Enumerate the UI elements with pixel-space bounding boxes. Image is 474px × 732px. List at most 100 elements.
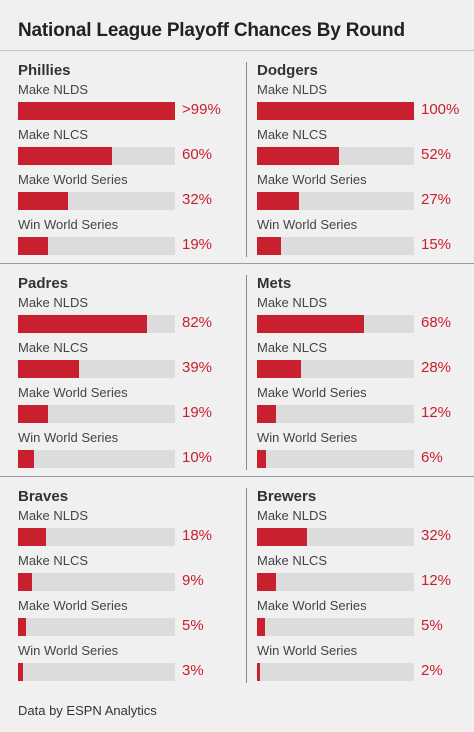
- bar-value-label: 27%: [421, 191, 452, 208]
- bar-track: [257, 315, 414, 333]
- round-label: Make NLCS: [18, 340, 89, 355]
- bar-track: [257, 147, 414, 165]
- bar-value-label: 32%: [421, 527, 452, 544]
- bar-dodgers-make-world-series: [257, 192, 299, 210]
- bar-dodgers-make-nlcs: [257, 147, 339, 165]
- team-name: Brewers: [257, 488, 317, 505]
- bar-phillies-win-world-series: [18, 237, 48, 255]
- team-name: Mets: [257, 275, 292, 292]
- bar-track: [257, 102, 414, 120]
- bar-value-label: 52%: [421, 146, 452, 163]
- bar-value-label: 68%: [421, 314, 452, 331]
- round-label: Make World Series: [18, 172, 128, 187]
- round-row-win-world-series: Win World Series 19%: [18, 217, 248, 262]
- panel-padres: Padres Make NLDS 82% Make NLCS 39% Make World…: [18, 275, 248, 475]
- bar-track: [18, 405, 175, 423]
- bar-track: [18, 192, 175, 210]
- bar-value-label: 15%: [421, 236, 452, 253]
- bar-track: [18, 528, 175, 546]
- panel-mets: Mets Make NLDS 68% Make NLCS 28% Make World S…: [257, 275, 474, 475]
- bar-value-label: 12%: [421, 404, 452, 421]
- bar-padres-make-nlds: [18, 315, 147, 333]
- bar-value-label: 32%: [182, 191, 213, 208]
- title-divider: [0, 50, 474, 51]
- round-row-make-nlds: Make NLDS 18%: [18, 508, 248, 553]
- round-row-make-nlds: Make NLDS 100%: [257, 82, 474, 127]
- round-row-win-world-series: Win World Series 6%: [257, 430, 474, 475]
- bar-brewers-win-world-series: [257, 663, 260, 681]
- round-row-make-nlds: Make NLDS 32%: [257, 508, 474, 553]
- bar-value-label: 19%: [182, 236, 213, 253]
- bar-braves-make-nlcs: [18, 573, 32, 591]
- round-label: Make NLDS: [257, 508, 328, 523]
- round-row-win-world-series: Win World Series 2%: [257, 643, 474, 688]
- bar-phillies-make-world-series: [18, 192, 68, 210]
- round-label: Win World Series: [18, 430, 119, 445]
- round-label: Make NLCS: [257, 553, 328, 568]
- bar-phillies-make-nlds: [18, 102, 175, 120]
- bar-track: [18, 147, 175, 165]
- bar-track: [257, 405, 414, 423]
- bar-track: [18, 360, 175, 378]
- team-name: Dodgers: [257, 62, 318, 79]
- bar-value-label: 100%: [421, 101, 460, 118]
- bar-value-label: 39%: [182, 359, 213, 376]
- bar-value-label: 28%: [421, 359, 452, 376]
- bar-brewers-make-world-series: [257, 618, 265, 636]
- round-label: Make World Series: [18, 385, 128, 400]
- bar-value-label: 18%: [182, 527, 213, 544]
- round-row-win-world-series: Win World Series 3%: [18, 643, 248, 688]
- bar-value-label: 6%: [421, 449, 443, 466]
- bar-value-label: 2%: [421, 662, 443, 679]
- round-row-make-nlcs: Make NLCS 52%: [257, 127, 474, 172]
- round-label: Make NLCS: [257, 127, 328, 142]
- team-name: Braves: [18, 488, 69, 505]
- bar-value-label: 3%: [182, 662, 204, 679]
- round-label: Make NLDS: [257, 82, 328, 97]
- round-label: Win World Series: [257, 430, 358, 445]
- bar-value-label: 12%: [421, 572, 452, 589]
- round-row-win-world-series: Win World Series 15%: [257, 217, 474, 262]
- round-row-make-nlcs: Make NLCS 60%: [18, 127, 248, 172]
- round-row-make-nlcs: Make NLCS 28%: [257, 340, 474, 385]
- bar-track: [257, 573, 414, 591]
- team-name: Padres: [18, 275, 69, 292]
- bar-track: [257, 528, 414, 546]
- bar-track: [257, 663, 414, 681]
- round-row-make-world-series: Make World Series 5%: [257, 598, 474, 643]
- bar-value-label: 82%: [182, 314, 213, 331]
- bar-braves-win-world-series: [18, 663, 23, 681]
- bar-dodgers-make-nlds: [257, 102, 414, 120]
- chart-title: National League Playoff Chances By Round: [18, 20, 405, 41]
- bar-track: [18, 663, 175, 681]
- round-label: Win World Series: [18, 643, 119, 658]
- round-label: Win World Series: [257, 643, 358, 658]
- round-row-make-world-series: Make World Series 19%: [18, 385, 248, 430]
- bar-track: [257, 450, 414, 468]
- bar-brewers-make-nlcs: [257, 573, 276, 591]
- bar-track: [18, 237, 175, 255]
- bar-track: [257, 618, 414, 636]
- bar-value-label: 5%: [421, 617, 443, 634]
- bar-padres-win-world-series: [18, 450, 34, 468]
- bar-mets-win-world-series: [257, 450, 266, 468]
- round-label: Make World Series: [257, 598, 367, 613]
- bar-track: [18, 102, 175, 120]
- round-row-make-world-series: Make World Series 27%: [257, 172, 474, 217]
- round-row-make-nlds: Make NLDS 68%: [257, 295, 474, 340]
- round-label: Make NLDS: [257, 295, 328, 310]
- bar-padres-make-world-series: [18, 405, 48, 423]
- bar-braves-make-world-series: [18, 618, 26, 636]
- bar-value-label: 60%: [182, 146, 213, 163]
- round-row-make-nlds: Make NLDS 82%: [18, 295, 248, 340]
- round-label: Make NLCS: [257, 340, 328, 355]
- bar-track: [257, 192, 414, 210]
- bar-value-label: 10%: [182, 449, 213, 466]
- round-label: Make NLCS: [18, 553, 89, 568]
- bar-mets-make-world-series: [257, 405, 276, 423]
- panel-braves: Braves Make NLDS 18% Make NLCS 9% Make World …: [18, 488, 248, 688]
- round-label: Make World Series: [18, 598, 128, 613]
- round-label: Make World Series: [257, 172, 367, 187]
- round-row-win-world-series: Win World Series 10%: [18, 430, 248, 475]
